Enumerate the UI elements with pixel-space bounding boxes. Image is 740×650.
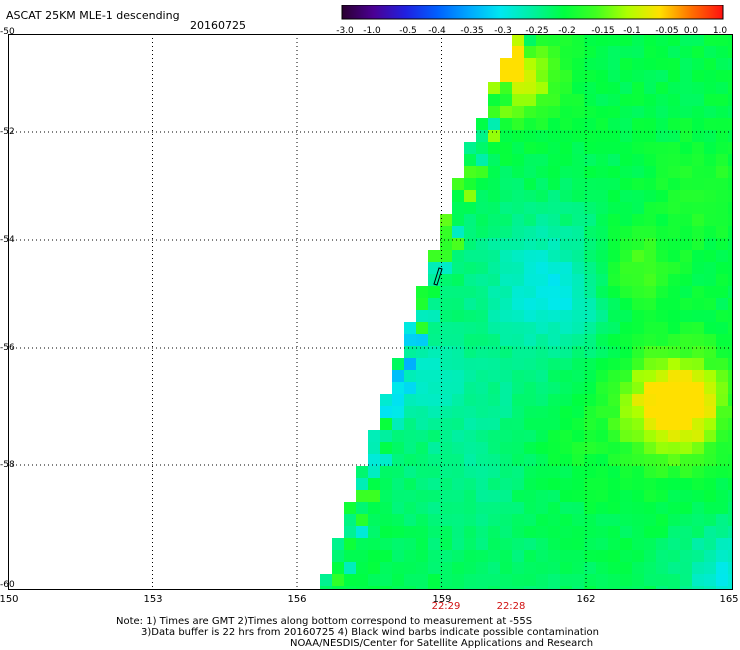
colorbar-tick: -0.05 (655, 26, 679, 36)
product-title: ASCAT 25KM MLE-1 descending (6, 9, 180, 22)
lat-label: -56 (0, 343, 15, 353)
colorbar-tick: -0.2 (558, 26, 576, 36)
lon-label: 162 (576, 594, 596, 605)
map-frame (8, 34, 733, 590)
colorbar-tick: -0.25 (525, 26, 549, 36)
lat-label: -54 (0, 235, 15, 245)
colorbar-tick: -0.1 (623, 26, 641, 36)
lat-label: -58 (0, 460, 15, 470)
colorbar-tick: -3.0 (336, 26, 354, 36)
pass-time: 22:28 (496, 601, 526, 612)
colorbar (341, 5, 724, 20)
lat-label: -60 (0, 580, 15, 590)
product-date: 20160725 (190, 19, 246, 32)
lon-label: 150 (0, 594, 19, 605)
lon-label: 156 (287, 594, 307, 605)
lat-label: -50 (0, 27, 15, 37)
scatterometer-map (8, 34, 733, 590)
pass-time: 22:29 (431, 601, 461, 612)
colorbar-tick: -0.5 (399, 26, 417, 36)
lon-label: 165 (719, 594, 739, 605)
colorbar-tick: -0.3 (494, 26, 512, 36)
colorbar-tick: -0.35 (460, 26, 484, 36)
note-line-2: 3)Data buffer is 22 hrs from 20160725 4)… (141, 627, 599, 638)
note-line-1: Note: 1) Times are GMT 2)Times along bot… (116, 616, 533, 627)
graticule (8, 34, 733, 590)
lon-label: 153 (143, 594, 163, 605)
colorbar-tick: -0.15 (591, 26, 615, 36)
colorbar-tick: -0.4 (428, 26, 446, 36)
colorbar-gradient (342, 5, 723, 19)
wind-barb (433, 267, 443, 286)
colorbar-tick: 0.0 (683, 26, 699, 36)
colorbar-tick: -1.0 (363, 26, 381, 36)
note-line-3: NOAA/NESDIS/Center for Satellite Applica… (290, 638, 594, 649)
colorbar-tick: 1.0 (712, 26, 728, 36)
lon-label: 159 (432, 594, 452, 605)
wind-field (320, 34, 733, 590)
lat-label: -52 (0, 127, 15, 137)
